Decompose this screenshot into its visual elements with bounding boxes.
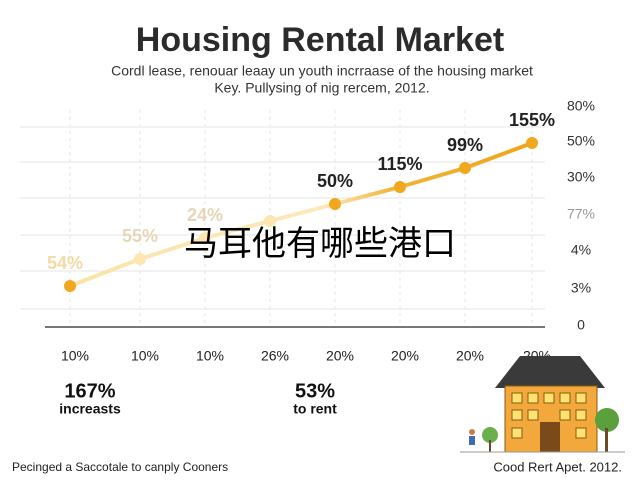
axis-label: 0: [577, 317, 585, 333]
point: [64, 280, 76, 292]
chart-content: 80% 50% 30% 77% 4% 3% 0 54% 10% 55% 10% 24% 10% 26% 50…: [47, 98, 595, 364]
stat-label: to rent: [293, 401, 337, 417]
x-label: 10%: [61, 348, 89, 364]
stat-value: 53%: [295, 380, 335, 402]
point: [526, 137, 538, 149]
point-label: 55%: [122, 226, 158, 246]
point: [134, 253, 146, 265]
x-label: 20%: [326, 348, 354, 364]
footer-left: Pecinged a Saccotale to canply Cooners: [12, 460, 228, 474]
point-label: 99%: [447, 135, 483, 155]
trend-line: [69, 141, 533, 288]
x-label: 10%: [196, 348, 224, 364]
title: Housing Rental Market: [136, 21, 504, 59]
house-illustration: [460, 356, 625, 453]
x-label: 20%: [391, 348, 419, 364]
point-label: 50%: [317, 171, 353, 191]
point: [459, 162, 471, 174]
x-label: 20%: [456, 348, 484, 364]
axis-label: 3%: [571, 280, 591, 296]
point: [199, 232, 211, 244]
point: [329, 198, 341, 210]
point: [394, 181, 406, 193]
point-label: 155%: [509, 110, 555, 130]
point-label: 24%: [187, 205, 223, 225]
axis-label: 80%: [567, 98, 595, 114]
x-label: 10%: [131, 348, 159, 364]
footer-right: Cood Rert Apet. 2012.: [493, 459, 622, 474]
axis-label: 4%: [571, 242, 591, 258]
point-label: 54%: [47, 253, 83, 273]
subtitle: Key. Pullysing of nig rercem, 2012.: [214, 80, 429, 96]
x-label: 26%: [261, 348, 289, 364]
point-label: 115%: [377, 154, 422, 174]
point: [264, 215, 276, 227]
subtitle: Cordl lease, renouar leaay un youth incr…: [111, 63, 533, 79]
stat-label: increasts: [59, 401, 121, 417]
stat-value: 167%: [64, 380, 115, 402]
axis-label: 77%: [567, 206, 595, 222]
overlay-text: 马耳他有哪些港口: [184, 225, 456, 263]
axis-label: 30%: [567, 169, 595, 185]
axis-label: 50%: [567, 133, 595, 149]
